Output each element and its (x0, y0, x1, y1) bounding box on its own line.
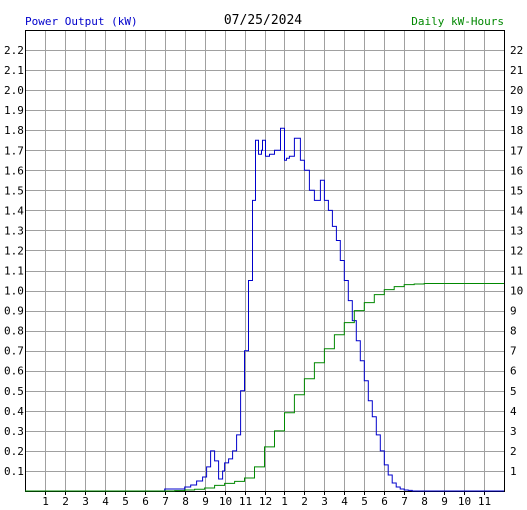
y-left-tick-label: 0.6 (4, 365, 24, 378)
y-left-tick-label: 1.5 (4, 184, 24, 197)
y-right-tick-label: 13 (510, 224, 523, 237)
y-right-tick-label: 11 (510, 265, 523, 278)
x-tick-label: 4 (341, 495, 348, 508)
y-right-tick-label: 17 (510, 144, 523, 157)
y-right-tick-label: 12 (510, 244, 523, 257)
y-right-tick-label: 4 (510, 405, 517, 418)
power-output-line (25, 127, 504, 492)
y-left-tick-label: 0.1 (4, 465, 24, 478)
x-tick-label: 8 (421, 495, 428, 508)
x-tick-label: 6 (142, 495, 149, 508)
y-right-tick-label: 10 (510, 285, 523, 298)
y-left-tick-label: 1.0 (4, 285, 24, 298)
y-left-tick-label: 1.6 (4, 164, 24, 177)
x-tick-label: 9 (441, 495, 448, 508)
y-left-tick-label: 1.4 (4, 204, 24, 217)
x-tick-label: 4 (102, 495, 109, 508)
x-tick-label: 6 (381, 495, 388, 508)
y-right-tick-label: 14 (510, 204, 524, 217)
y-right-tick-label: 9 (510, 305, 517, 318)
x-tick-label: 7 (162, 495, 169, 508)
y-right-tick-label: 22 (510, 44, 523, 57)
y-left-tick-label: 2.0 (4, 84, 24, 97)
x-tick-label: 12 (259, 495, 272, 508)
x-tick-label: 3 (321, 495, 328, 508)
y-right-tick-label: 1 (510, 465, 517, 478)
y-left-tick-label: 1.1 (4, 265, 24, 278)
axes (25, 30, 505, 495)
x-tick-label: 11 (239, 495, 252, 508)
y-right-tick-label: 3 (510, 425, 517, 438)
y-right-tick-label: 15 (510, 184, 523, 197)
y-left-tick-label: 1.8 (4, 124, 24, 137)
energy-axis-label: Daily kW-Hours (411, 15, 504, 28)
series (25, 127, 504, 492)
y-left-tick-label: 2.2 (4, 44, 24, 57)
y-left-tick-label: 1.7 (4, 144, 24, 157)
y-left-tick-label: 0.7 (4, 345, 24, 358)
y-left-tick-label: 1.2 (4, 244, 24, 257)
chart-title: 07/25/2024 (224, 13, 302, 28)
y-right-tick-label: 16 (510, 164, 523, 177)
y-right-tick-label: 5 (510, 385, 517, 398)
y-right-tick-label: 6 (510, 365, 517, 378)
y-right-tick-label: 2 (510, 445, 517, 458)
x-tick-label: 5 (361, 495, 368, 508)
y-right-tick-label: 20 (510, 84, 523, 97)
x-tick-label: 5 (122, 495, 129, 508)
y-left-tick-label: 0.2 (4, 445, 24, 458)
daily-energy-line (25, 283, 504, 492)
y-left-tick-label: 0.9 (4, 305, 24, 318)
y-left-tick-label: 1.3 (4, 224, 24, 237)
x-tick-label: 2 (62, 495, 69, 508)
x-tick-label: 1 (281, 495, 288, 508)
y-right-tick-label: 18 (510, 124, 523, 137)
y-left-tick-label: 0.4 (4, 405, 24, 418)
y-left-tick-label: 0.5 (4, 385, 24, 398)
x-tick-label: 3 (82, 495, 89, 508)
y-right-tick-label: 21 (510, 64, 523, 77)
y-left-tick-label: 2.1 (4, 64, 24, 77)
y-right-tick-label: 19 (510, 104, 523, 117)
x-tick-label: 7 (401, 495, 408, 508)
y-left-tick-label: 0.3 (4, 425, 24, 438)
x-tick-label: 10 (219, 495, 232, 508)
y-left-tick-label: 1.9 (4, 104, 24, 117)
x-tick-label: 11 (478, 495, 491, 508)
x-tick-label: 9 (202, 495, 209, 508)
y-right-tick-label: 8 (510, 325, 517, 338)
power-axis-label: Power Output (kW) (25, 15, 138, 28)
y-left-tick-label: 0.8 (4, 325, 24, 338)
tick-labels: 1 2 3 4 5 6 7 8 9 10 11 12 1 2 3 4 5 6 7 8 9 10 110.10.20.30.4… (4, 44, 524, 508)
x-tick-label: 10 (458, 495, 471, 508)
x-tick-label: 8 (182, 495, 189, 508)
x-tick-label: 2 (301, 495, 308, 508)
x-tick-label: 1 (42, 495, 49, 508)
grid (25, 30, 504, 491)
y-right-tick-label: 7 (510, 345, 517, 358)
